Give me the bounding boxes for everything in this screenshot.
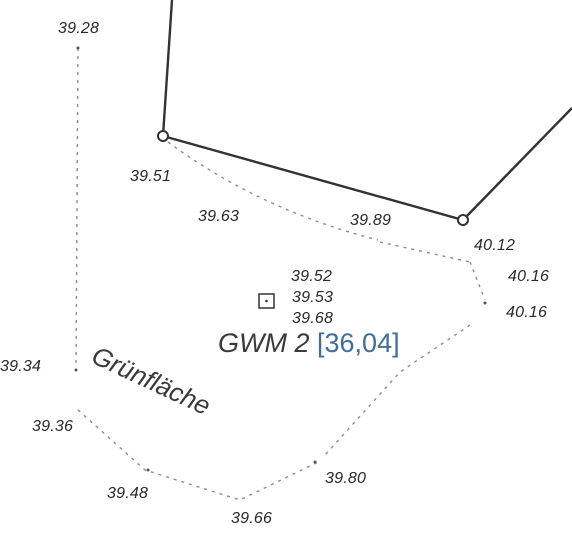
survey-lines [75,47,486,501]
elevation-label: 39.48 [107,485,149,502]
elevation-label: 39.36 [32,418,74,435]
elevation-label: 39.63 [198,208,240,225]
elevation-label: 39.89 [350,212,392,229]
well-marker-icon [258,293,275,309]
elevation-label: 40.16 [508,268,550,285]
elevation-label: 39.80 [325,470,367,487]
survey-points [74,46,487,472]
building-outline [161,0,572,222]
elevation-label: 40.12 [474,237,516,254]
well-value: [36,04] [317,328,400,358]
elevation-label: 40.16 [506,304,548,321]
vertex-marker [157,130,169,142]
elevation-label: 39.51 [130,168,172,185]
vertex-marker [457,214,469,226]
well-name: GWM 2 [218,328,310,358]
elevation-label: 39.66 [231,510,273,527]
well-elevation-label: 39.52 [291,268,333,285]
elevation-label: 39.28 [58,20,100,37]
well-elevation-label: 39.68 [292,310,334,327]
well-label: GWM 2 [36,04] [218,328,400,359]
well-elevation-label: 39.53 [292,289,334,306]
elevation-label: 39.34 [0,358,42,375]
